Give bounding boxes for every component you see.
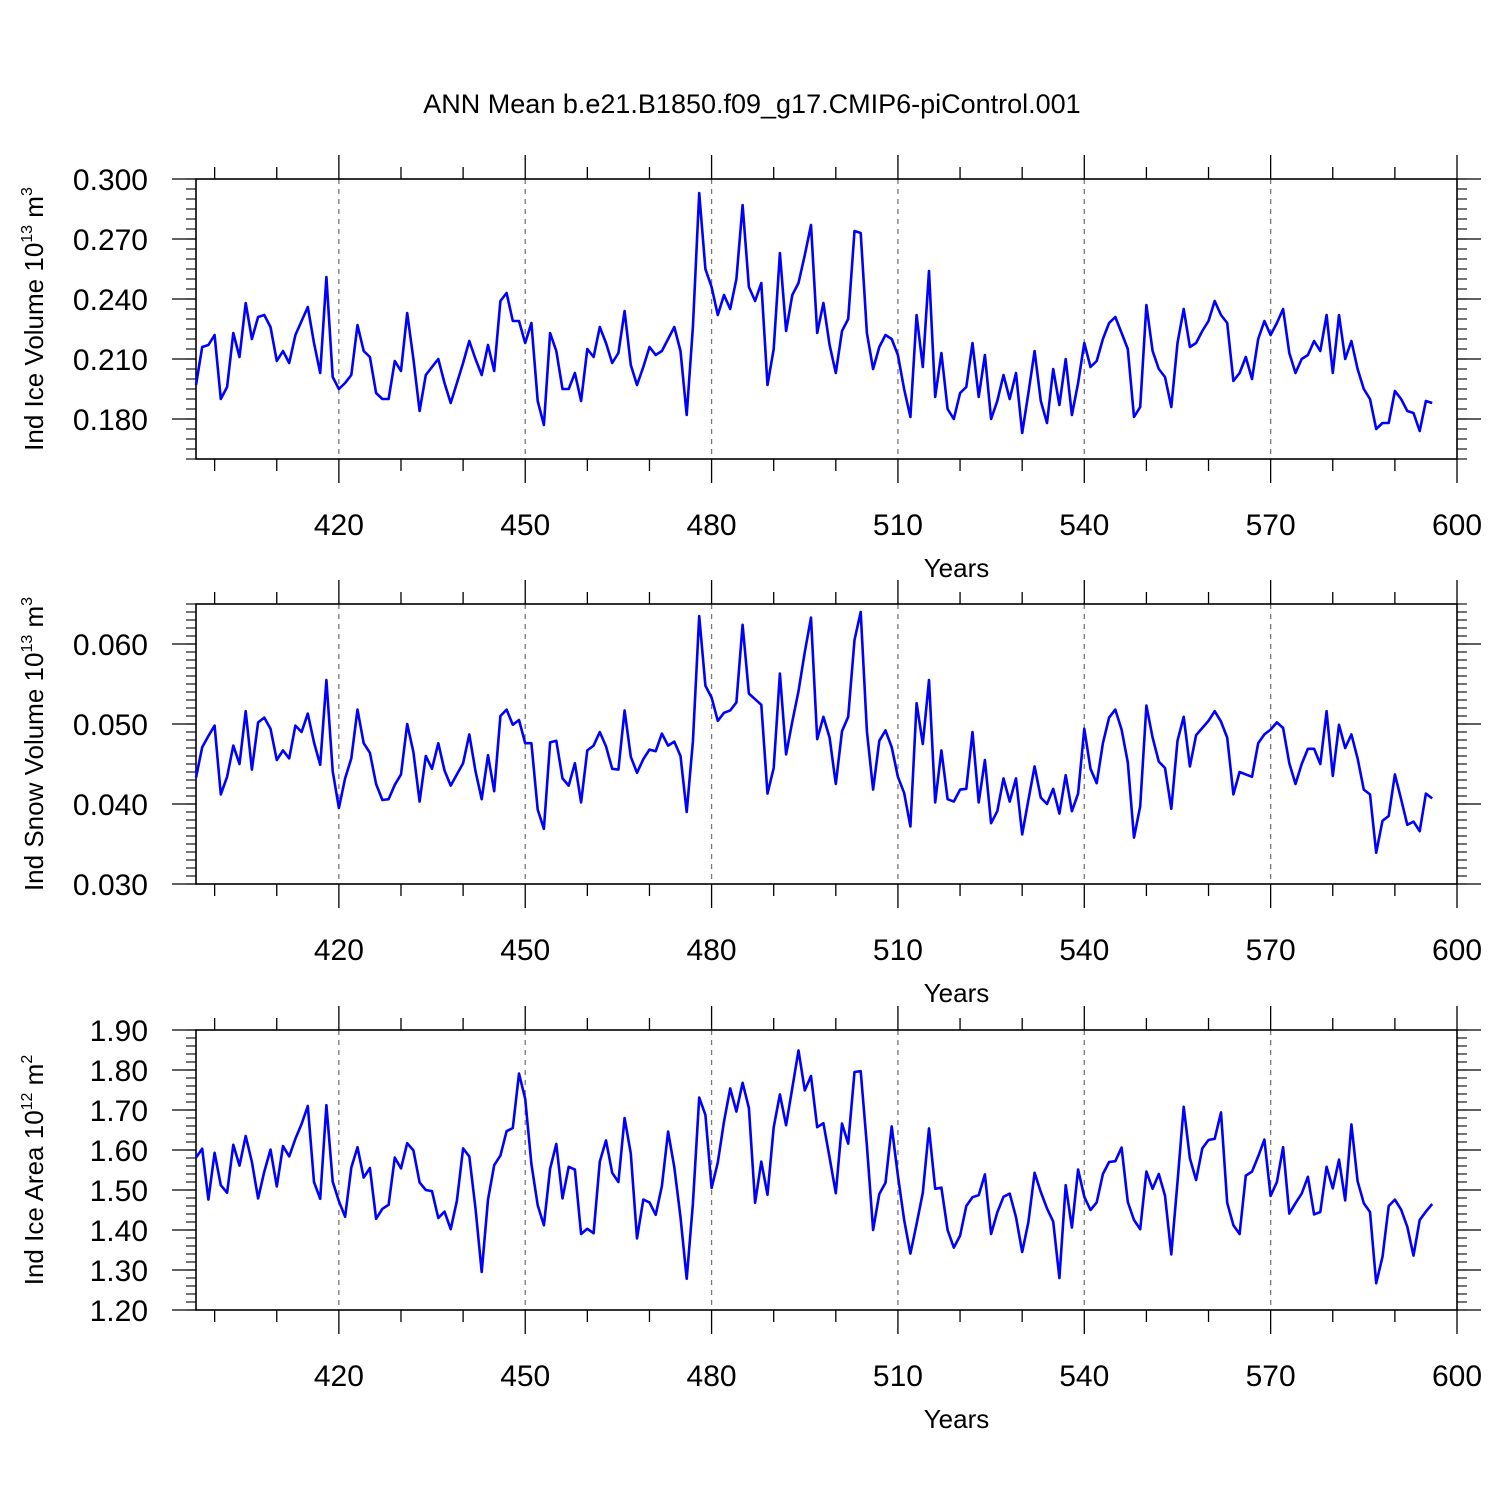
chart-panel-3: 1.20 1.30 1.40 1.50 1.60 1.70 1.80 1.90 420 450 48… (19, 1006, 1482, 1434)
y-tick-label: 1.20 (90, 1295, 148, 1328)
y-axis-title-unit-exponent: 3 (19, 187, 36, 196)
y-axis-title-unit-exponent: 3 (19, 597, 36, 606)
x-axis-title: Years (924, 553, 990, 583)
x-tick-label: 510 (873, 934, 923, 967)
x-tick-label: 600 (1432, 934, 1482, 967)
y-tick-label: 0.030 (73, 869, 148, 902)
plot-frame (195, 1029, 1458, 1311)
y-axis-title: Ind Snow Volume 1013 m3 (19, 597, 49, 891)
x-tick-label: 570 (1246, 509, 1296, 542)
y-tick-label: 1.90 (90, 1015, 148, 1048)
x-tick-label: 510 (873, 1360, 923, 1393)
y-axis-title-text: Ind Ice Area 10 (19, 1110, 49, 1285)
y-tick-label: 0.270 (73, 224, 148, 257)
x-tick-label: 480 (687, 934, 737, 967)
x-tick-label: 540 (1059, 1360, 1109, 1393)
chart-title: ANN Mean b.e21.B1850.f09_g17.CMIP6-piCon… (423, 89, 1080, 119)
y-axis-title-exponent: 13 (19, 635, 36, 653)
y-axis-title-unit: m (19, 196, 49, 225)
x-tick-label: 450 (500, 1360, 550, 1393)
x-tick-label: 570 (1246, 934, 1296, 967)
y-axis-title-unit: m (19, 1064, 49, 1093)
y-tick-label: 1.40 (90, 1215, 148, 1248)
y-tick-label: 0.240 (73, 284, 148, 317)
x-tick-label: 570 (1246, 1360, 1296, 1393)
x-tick-label: 420 (314, 1360, 364, 1393)
x-axis-title: Years (924, 1404, 990, 1434)
x-tick-label: 510 (873, 509, 923, 542)
y-tick-label: 0.300 (73, 164, 148, 197)
y-tick-label: 1.30 (90, 1255, 148, 1288)
x-tick-label: 450 (500, 509, 550, 542)
x-tick-label: 540 (1059, 934, 1109, 967)
y-tick-label: 1.50 (90, 1175, 148, 1208)
y-tick-label: 1.70 (90, 1095, 148, 1128)
x-tick-label: 600 (1432, 1360, 1482, 1393)
x-tick-label: 480 (687, 1360, 737, 1393)
y-tick-label: 1.80 (90, 1055, 148, 1088)
chart-panel-1: 0.180 0.210 0.240 0.270 0.300 420 450 480 510 540… (19, 155, 1482, 583)
y-axis-title-unit: m (19, 606, 49, 635)
y-axis-title-text: Ind Ice Volume 10 (19, 243, 49, 451)
x-tick-label: 540 (1059, 509, 1109, 542)
y-tick-label: 0.210 (73, 344, 148, 377)
series-line (194, 610, 1433, 855)
y-axis-title-exponent: 12 (19, 1092, 36, 1110)
x-tick-label: 420 (314, 509, 364, 542)
y-tick-label: 0.060 (73, 629, 148, 662)
chart-panels: 0.180 0.210 0.240 0.270 0.300 420 450 480 510 540… (19, 155, 1482, 1434)
y-tick-label: 1.60 (90, 1135, 148, 1168)
y-axis-title: Ind Ice Volume 1013 m3 (19, 187, 49, 451)
plot-frame (195, 603, 1458, 885)
x-tick-label: 480 (687, 509, 737, 542)
y-tick-label: 0.040 (73, 789, 148, 822)
y-axis-title-exponent: 13 (19, 225, 36, 243)
y-tick-label: 0.180 (73, 404, 148, 437)
x-axis-title: Years (924, 978, 990, 1008)
series-line (194, 1049, 1434, 1285)
y-axis-title-unit-exponent: 2 (19, 1055, 36, 1064)
y-axis-title-text: Ind Snow Volume 10 (19, 653, 49, 892)
y-axis-title: Ind Ice Area 1012 m2 (19, 1055, 49, 1286)
chart-panel-2: 0.030 0.040 0.050 0.060 420 450 480 510 540 570 60… (19, 580, 1482, 1008)
x-tick-label: 450 (500, 934, 550, 967)
y-tick-label: 0.050 (73, 709, 148, 742)
x-tick-label: 420 (314, 934, 364, 967)
x-tick-label: 600 (1432, 509, 1482, 542)
series-line (194, 191, 1433, 435)
